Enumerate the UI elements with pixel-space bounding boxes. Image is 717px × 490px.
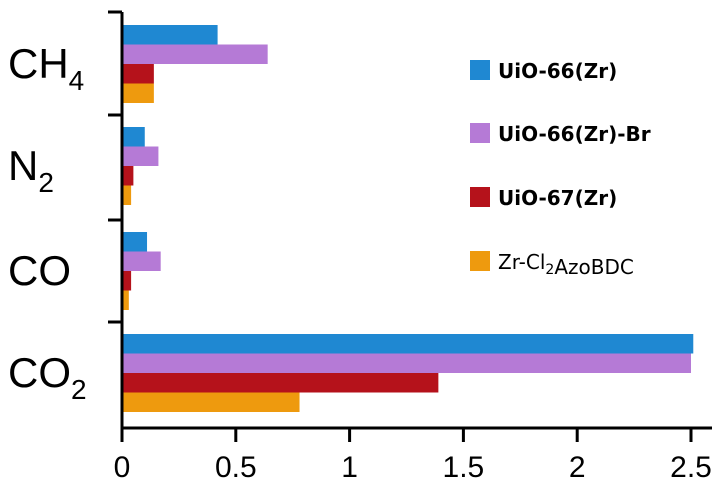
bar-0-0	[122, 25, 218, 45]
category-label-0: CH4	[8, 40, 84, 96]
bar-2-0	[122, 64, 154, 84]
x-tick-label-3: 1.5	[443, 451, 485, 484]
x-tick-label-4: 2	[569, 451, 586, 484]
legend-label-0: UiO-66(Zr)	[498, 59, 617, 83]
bar-3-0	[122, 83, 154, 103]
legend-swatch-2	[470, 187, 490, 207]
bar-0-1	[122, 127, 145, 147]
category-label-1: N2	[8, 142, 54, 198]
bar-1-1	[122, 146, 159, 166]
bar-3-1	[122, 185, 132, 205]
category-label-3: CO2	[8, 349, 87, 405]
bar-0-2	[122, 232, 148, 252]
bar-3-3	[122, 392, 300, 412]
x-tick-label-1: 0.5	[215, 451, 257, 484]
legend-label-2: UiO-67(Zr)	[498, 186, 617, 210]
x-tick-label-5: 2.5	[670, 451, 712, 484]
legend-swatch-3	[470, 251, 490, 271]
legend-swatch-1	[470, 123, 490, 143]
bar-2-2	[122, 271, 132, 291]
bar-3-2	[122, 290, 129, 310]
x-tick-label-2: 1	[341, 451, 358, 484]
legend-label-3: Zr-Cl2AzoBDC	[498, 250, 634, 279]
bar-1-0	[122, 44, 268, 64]
x-tick-label-0: 0	[114, 451, 131, 484]
bar-2-1	[122, 166, 134, 186]
category-label-2: CO	[8, 247, 71, 294]
bar-1-2	[122, 251, 161, 271]
bar-1-3	[122, 353, 691, 373]
bar-0-3	[122, 334, 694, 354]
bar-2-3	[122, 373, 439, 393]
legend-swatch-0	[470, 60, 490, 80]
legend-label-1: UiO-66(Zr)-Br	[498, 122, 651, 146]
